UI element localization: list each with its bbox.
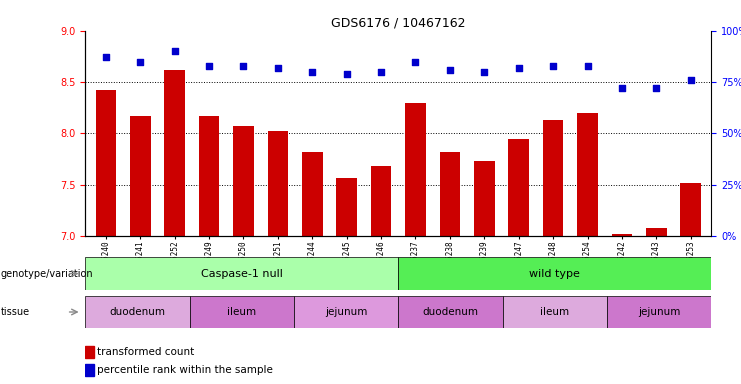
Point [685, 77, 697, 83]
Bar [190, 296, 294, 328]
Bar [370, 166, 391, 236]
Bar [611, 234, 632, 236]
Bar [199, 116, 219, 236]
Point [341, 71, 353, 77]
Point [203, 63, 215, 69]
Bar [302, 152, 322, 236]
Text: genotype/variation: genotype/variation [1, 268, 93, 279]
Point [444, 67, 456, 73]
Bar [542, 120, 563, 236]
Bar [85, 257, 399, 290]
Text: transformed count: transformed count [97, 347, 195, 357]
Point [616, 85, 628, 91]
Bar [233, 126, 253, 236]
Bar [577, 113, 598, 236]
Bar [680, 183, 701, 236]
Bar [85, 364, 94, 376]
Point [375, 69, 387, 75]
Point [651, 85, 662, 91]
Point [238, 63, 250, 69]
Point [134, 58, 146, 65]
Text: ileum: ileum [227, 307, 256, 317]
Bar [165, 70, 185, 236]
Text: duodenum: duodenum [422, 307, 479, 317]
Bar [646, 228, 667, 236]
Bar [336, 178, 357, 236]
Bar [474, 161, 494, 236]
Bar [399, 296, 502, 328]
Bar [607, 296, 711, 328]
Bar [508, 139, 529, 236]
Bar [399, 257, 711, 290]
Text: jejunum: jejunum [325, 307, 368, 317]
Point [582, 63, 594, 69]
Text: ileum: ileum [540, 307, 569, 317]
Bar [294, 296, 398, 328]
Title: GDS6176 / 10467162: GDS6176 / 10467162 [331, 17, 465, 30]
Point [410, 58, 422, 65]
Bar [85, 346, 94, 358]
Point [547, 63, 559, 69]
Text: wild type: wild type [529, 268, 580, 279]
Bar [96, 90, 116, 236]
Bar [85, 296, 190, 328]
Bar [439, 152, 460, 236]
Point [306, 69, 318, 75]
Point [513, 65, 525, 71]
Text: Caspase-1 null: Caspase-1 null [201, 268, 282, 279]
Point [100, 55, 112, 61]
Bar [502, 296, 607, 328]
Text: tissue: tissue [1, 307, 30, 317]
Point [169, 48, 181, 55]
Bar [130, 116, 150, 236]
Text: duodenum: duodenum [110, 307, 165, 317]
Bar [405, 103, 426, 236]
Point [272, 65, 284, 71]
Text: jejunum: jejunum [638, 307, 680, 317]
Point [479, 69, 491, 75]
Bar [268, 131, 288, 236]
Text: percentile rank within the sample: percentile rank within the sample [97, 365, 273, 375]
